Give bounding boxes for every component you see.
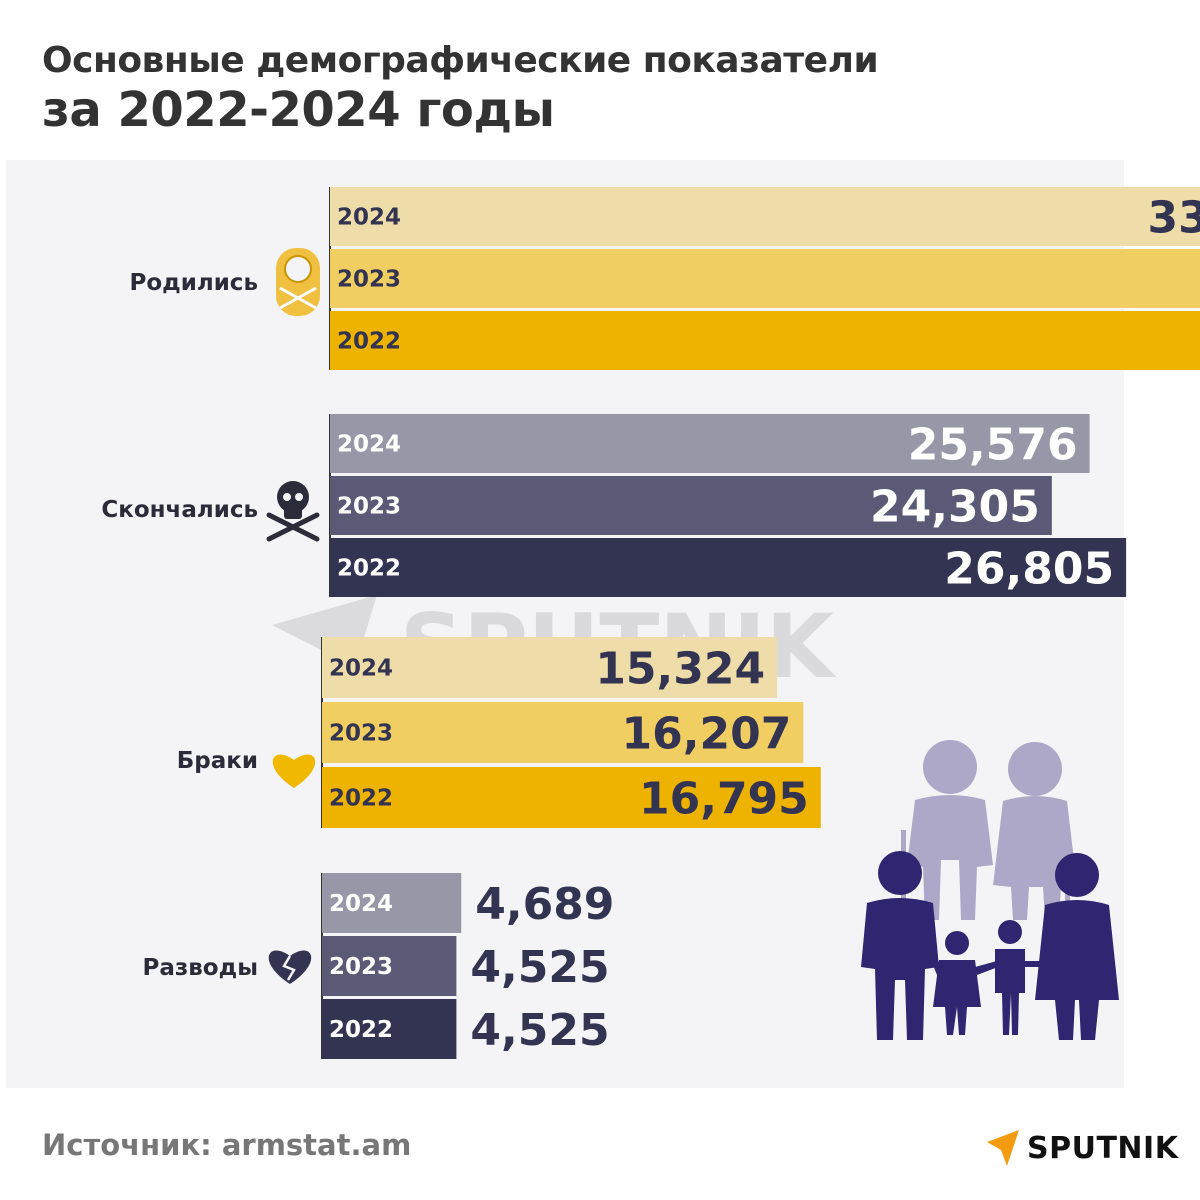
value-label: 25,576 xyxy=(908,420,1078,471)
value-label: 4,689 xyxy=(475,879,614,930)
skull-icon xyxy=(266,481,320,542)
title-line-2: за 2022-2024 годы xyxy=(42,82,555,138)
value-label: 24,305 xyxy=(870,482,1040,533)
category-label: Скончались xyxy=(101,497,258,523)
family-illustration xyxy=(861,740,1119,1040)
year-label: 2023 xyxy=(329,721,393,747)
bar-heart-2022 xyxy=(322,767,821,828)
year-label: 2024 xyxy=(329,656,393,682)
category-label: Разводы xyxy=(143,955,258,981)
value-label: 4,525 xyxy=(470,1005,609,1056)
value-label: 33,648 xyxy=(1148,193,1200,244)
heart-icon xyxy=(272,754,316,788)
broken-heart-icon xyxy=(268,950,312,984)
source-note: Источник: armstat.am xyxy=(42,1128,412,1162)
value-label: 4,525 xyxy=(470,942,609,993)
bar-baby-2023 xyxy=(330,249,1200,308)
bar-skull-2024 xyxy=(330,414,1090,473)
grandparents-icon xyxy=(901,740,1077,920)
year-label: 2023 xyxy=(329,954,393,980)
category-label: Родились xyxy=(130,270,259,296)
year-label: 2022 xyxy=(329,1017,393,1043)
bar-broken-heart-2022 xyxy=(322,999,457,1059)
year-label: 2024 xyxy=(329,891,393,917)
baby-icon xyxy=(276,248,320,316)
bar-heart-2023 xyxy=(322,702,804,763)
sputnik-logo: SPUTNIK xyxy=(985,1126,1178,1170)
bar-skull-2022 xyxy=(330,538,1127,597)
category-label: Браки xyxy=(177,748,258,774)
value-label: 15,324 xyxy=(595,644,765,695)
title-line-1: Основные демографические показатели xyxy=(42,40,879,81)
year-label: 2024 xyxy=(337,432,401,458)
parents-children-icon xyxy=(861,851,1119,1040)
bar-baby-2024 xyxy=(330,187,1200,246)
year-label: 2023 xyxy=(337,494,401,520)
year-label: 2022 xyxy=(329,786,393,812)
year-label: 2022 xyxy=(337,556,401,582)
sputnik-arrow-icon xyxy=(987,1130,1019,1166)
bar-broken-heart-2023 xyxy=(322,936,457,996)
value-label: 16,795 xyxy=(639,774,809,825)
value-label: 26,805 xyxy=(944,544,1114,595)
year-label: 2024 xyxy=(337,205,401,231)
logo-text: SPUTNIK xyxy=(1027,1130,1179,1166)
bar-skull-2023 xyxy=(330,476,1052,535)
bar-broken-heart-2024 xyxy=(322,873,462,933)
bar-baby-2022 xyxy=(330,311,1200,370)
bar-heart-2024 xyxy=(322,637,778,698)
year-label: 2022 xyxy=(337,329,401,355)
year-label: 2023 xyxy=(337,267,401,293)
value-label: 16,207 xyxy=(622,709,792,760)
